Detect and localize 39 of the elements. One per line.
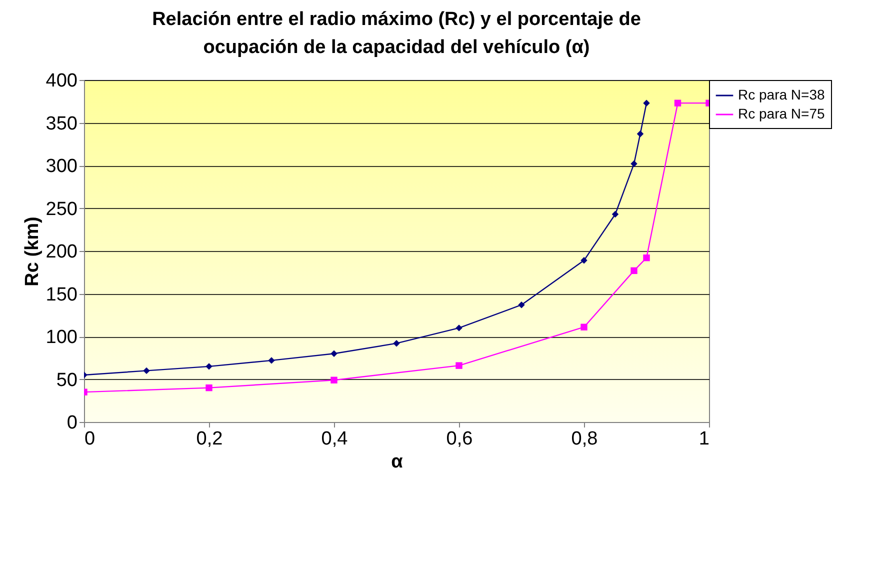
y-axis-title: Rc (km) xyxy=(22,216,43,286)
point xyxy=(206,363,212,370)
point xyxy=(393,340,400,347)
y-tick-label: 200 xyxy=(46,242,78,262)
x-axis-title: α xyxy=(391,452,404,472)
point xyxy=(643,254,650,262)
x-tick-label: 0,8 xyxy=(571,428,598,450)
x-tick-label: 0,4 xyxy=(321,428,348,450)
y-tick-label: 300 xyxy=(46,156,78,177)
x-tick-label: 0,6 xyxy=(446,428,473,450)
x-tick-label: 1 xyxy=(698,428,710,450)
point xyxy=(206,384,212,392)
y-tick-label: 250 xyxy=(46,198,78,220)
point xyxy=(636,130,644,138)
y-tick-label: 100 xyxy=(46,327,78,348)
point xyxy=(268,357,275,364)
point xyxy=(612,210,619,218)
point xyxy=(630,267,638,274)
y-tick-label: 0 xyxy=(66,412,78,434)
point xyxy=(330,350,338,357)
y-tick-label: 400 xyxy=(46,70,78,92)
point xyxy=(580,324,588,330)
y-tick-label: 150 xyxy=(46,284,78,306)
point xyxy=(330,376,338,384)
point xyxy=(580,257,588,264)
point xyxy=(674,100,682,106)
x-tick-label: 0 xyxy=(84,428,96,450)
point xyxy=(518,302,525,308)
point xyxy=(630,160,638,168)
y-tick-label: 350 xyxy=(46,113,78,134)
chart-title: Relación entre el radio máximo (Rc) y el porcentaje de ocupación de la capacidad del vehículo (α) xyxy=(152,9,641,58)
x-tick-label: 0,2 xyxy=(196,428,223,450)
point xyxy=(456,324,462,332)
point xyxy=(456,362,462,369)
y-tick-label: 50 xyxy=(56,370,78,391)
legend-label: Rc para N=38 xyxy=(738,86,825,102)
point xyxy=(143,367,150,374)
point xyxy=(643,100,650,106)
legend-label: Rc para N=75 xyxy=(738,106,825,122)
